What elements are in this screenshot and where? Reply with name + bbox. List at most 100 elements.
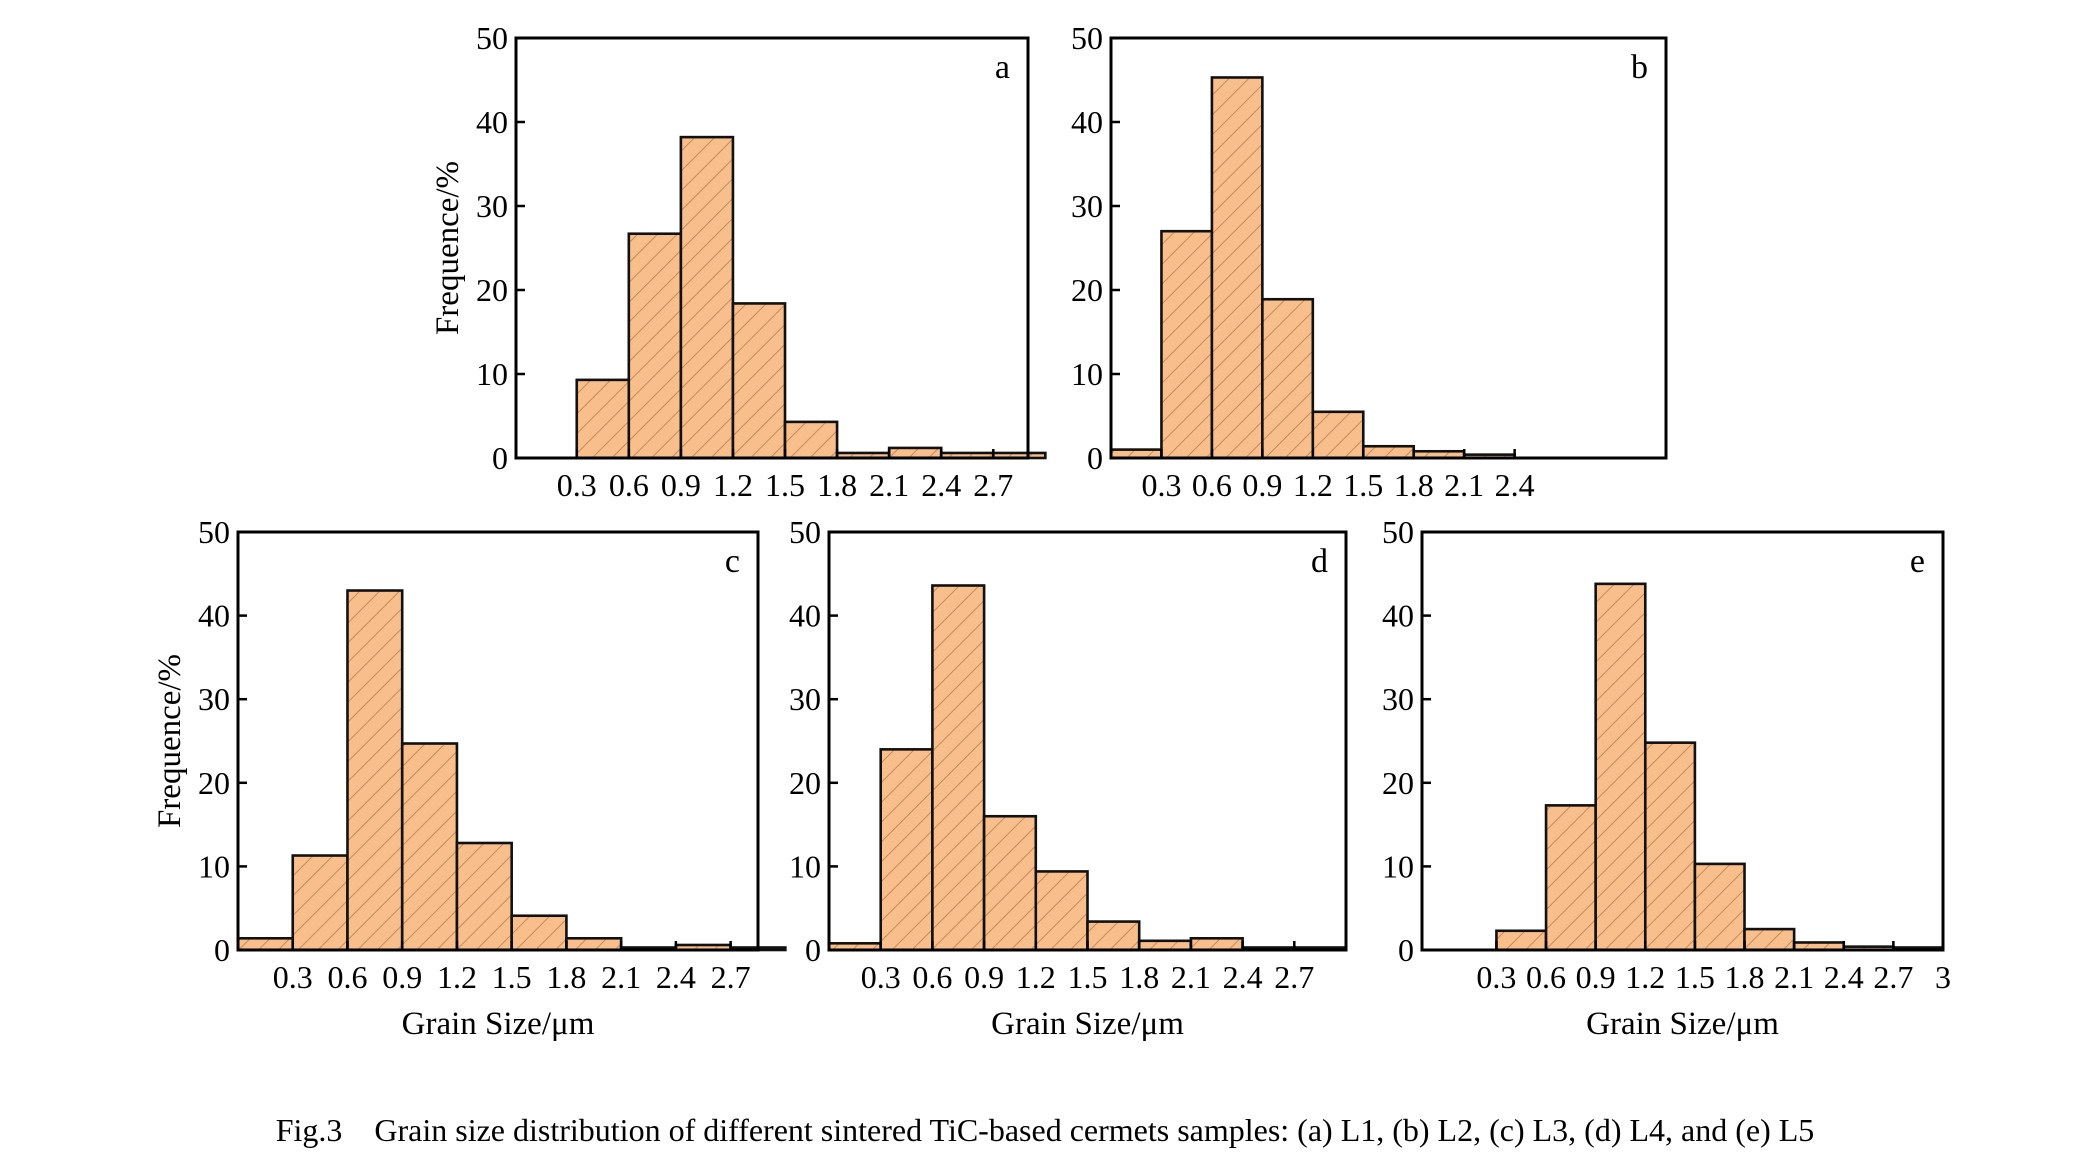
histogram-bar — [1643, 741, 1697, 952]
y-tick-label: 40 — [1071, 104, 1103, 140]
histogram-bar — [455, 841, 513, 952]
plot-frame — [514, 36, 1030, 460]
y-tick-label: 0 — [1398, 932, 1414, 968]
x-tick-label: 2.4 — [1495, 467, 1535, 503]
x-tick-label: 2.7 — [1873, 959, 1913, 995]
x-tick-label: 2.7 — [711, 959, 751, 995]
x-tick-label: 0.3 — [273, 959, 313, 995]
y-tick-label: 0 — [805, 932, 821, 968]
histogram-bar — [982, 814, 1038, 952]
x-tick-label: 1.2 — [1016, 959, 1056, 995]
histogram-bar — [400, 742, 459, 952]
y-tick-label: 20 — [1071, 272, 1103, 308]
histogram-bar — [565, 936, 623, 952]
histogram-bar — [1743, 927, 1796, 952]
x-tick-label: 0.9 — [1242, 467, 1282, 503]
x-tick-label: 0.9 — [964, 959, 1004, 995]
x-tick-label: 1.8 — [546, 959, 586, 995]
histogram-bar — [1544, 804, 1597, 952]
x-tick-label: 0.3 — [1141, 467, 1181, 503]
x-tick-label: 2.7 — [1274, 959, 1314, 995]
x-tick-label: 1.2 — [713, 467, 753, 503]
x-tick-label: 1.5 — [492, 959, 532, 995]
x-tick-label: 0.6 — [1526, 959, 1566, 995]
x-tick-label: 1.8 — [1725, 959, 1765, 995]
histogram-bar — [1034, 870, 1089, 952]
y-tick-label: 10 — [476, 356, 508, 392]
histogram-bar — [510, 914, 568, 952]
plot-frame — [1109, 36, 1668, 460]
y-tick-label: 10 — [1382, 848, 1414, 884]
y-tick-label: 40 — [789, 598, 821, 634]
histogram-bar — [1594, 582, 1647, 952]
histogram-bar — [887, 446, 943, 460]
x-tick-label: 2.1 — [1171, 959, 1211, 995]
histogram-bar — [1693, 862, 1746, 952]
chart-panel-b: 0 10 20 30 40 50 0.3 0.6 0.9 1.2 1.5 1.8 2.1 2.4 b — [1071, 20, 1668, 503]
x-tick-label: 1.5 — [1343, 467, 1383, 503]
y-tick-label: 40 — [476, 104, 508, 140]
x-tick-label: 0.3 — [557, 467, 597, 503]
x-tick-label: 2.1 — [1444, 467, 1484, 503]
y-tick-label: 10 — [198, 848, 230, 884]
histogram-bar — [1361, 444, 1416, 460]
y-tick-label: 30 — [1071, 188, 1103, 224]
histogram-bar — [575, 378, 631, 460]
y-tick-label: 30 — [198, 681, 230, 717]
panel-label: a — [995, 49, 1010, 86]
x-tick-label: 1.5 — [1068, 959, 1108, 995]
y-tick-label: 50 — [1071, 20, 1103, 56]
panel-label: e — [1910, 543, 1925, 580]
y-tick-label: 20 — [789, 765, 821, 801]
y-tick-label: 50 — [1382, 514, 1414, 550]
x-tick-label: 0.6 — [609, 467, 649, 503]
y-tick-label: 30 — [789, 681, 821, 717]
y-axis-title: Frequence/% — [152, 654, 188, 828]
x-tick-label: 2.4 — [921, 467, 961, 503]
x-tick-label: 1.5 — [765, 467, 805, 503]
y-tick-label: 10 — [1071, 356, 1103, 392]
histogram-bar — [346, 589, 404, 952]
histogram-bar — [1210, 76, 1264, 460]
x-axis-title: Grain Size/μm — [991, 1006, 1184, 1042]
x-tick-label: 0.6 — [912, 959, 952, 995]
histogram-bar — [1189, 936, 1244, 952]
histogram-bar — [627, 232, 683, 460]
y-tick-label: 20 — [476, 272, 508, 308]
y-tick-label: 0 — [1087, 440, 1103, 476]
histogram-bar — [236, 936, 295, 952]
chart-panel-e: 0 10 20 30 40 50 0.3 0.6 0.9 1.2 1.5 1.8 2.1 2.4 2.7 3 e… — [1382, 514, 1951, 1042]
histogram-bar — [1160, 229, 1214, 460]
histogram-bar — [1311, 410, 1365, 460]
x-tick-label: 2.4 — [1223, 959, 1263, 995]
x-tick-label: 1.8 — [1119, 959, 1159, 995]
histogram-bar — [931, 584, 986, 952]
chart-panel-d: 0 10 20 30 40 50 0.3 0.6 0.9 1.2 1.5 1.8 2.1 2.4 2.7 d G… — [789, 514, 1348, 1042]
y-tick-label: 10 — [789, 848, 821, 884]
x-tick-label: 2.1 — [1774, 959, 1814, 995]
x-tick-label: 1.5 — [1675, 959, 1715, 995]
x-tick-label: 2.1 — [869, 467, 909, 503]
panel-label: d — [1311, 543, 1328, 580]
y-tick-label: 40 — [1382, 598, 1414, 634]
x-tick-label: 1.8 — [817, 467, 857, 503]
figure-caption: Fig.3 Grain size distribution of differe… — [275, 1112, 1815, 1148]
chart-panel-a: 0 10 20 30 40 50 0.3 0.6 0.9 1.2 1.5 1.8 2.1 2.4 2.7 a F… — [430, 20, 1047, 503]
y-tick-label: 0 — [214, 932, 230, 968]
y-tick-label: 50 — [198, 514, 230, 550]
x-tick-label: 2.4 — [656, 959, 696, 995]
histogram-bar — [291, 854, 349, 952]
x-tick-label: 1.2 — [1625, 959, 1665, 995]
histogram-bar — [879, 748, 934, 952]
histogram-bar — [679, 135, 735, 460]
histogram-bar — [1261, 297, 1315, 460]
x-tick-label: 2.4 — [1824, 959, 1864, 995]
x-axis-title: Grain Size/μm — [1586, 1006, 1779, 1042]
histogram-bar — [731, 302, 787, 460]
x-tick-label: 3 — [1935, 959, 1951, 995]
plot-frame — [1420, 530, 1945, 952]
x-tick-label: 2.7 — [973, 467, 1013, 503]
x-tick-label: 0.3 — [1476, 959, 1516, 995]
y-tick-label: 50 — [476, 20, 508, 56]
